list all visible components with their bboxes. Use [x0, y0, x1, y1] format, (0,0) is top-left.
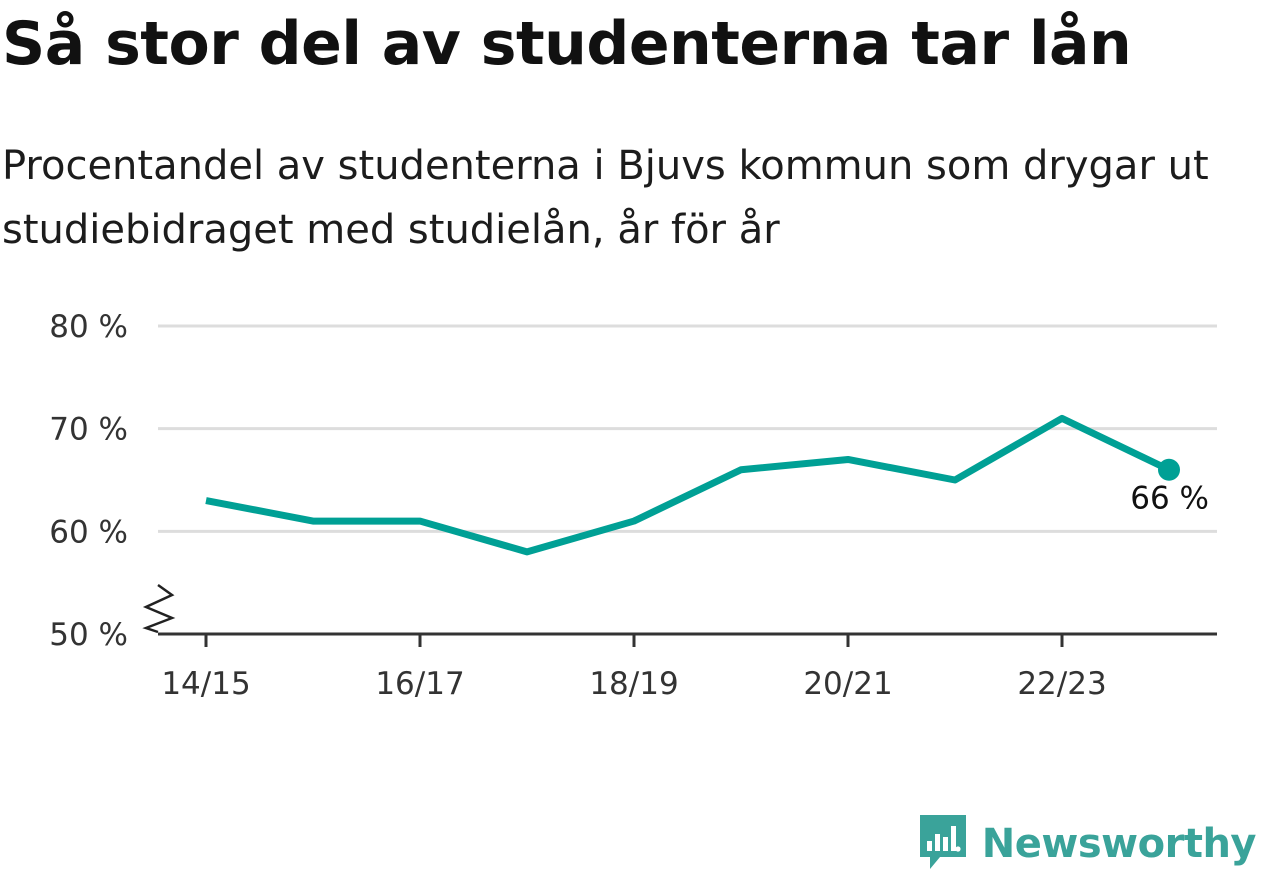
- x-tick-label: 14/15: [161, 666, 250, 702]
- series-line: [205, 414, 1171, 556]
- x-axis: [142, 583, 1217, 636]
- y-tick-label: 80 %: [49, 309, 128, 345]
- newsworthy-logo: Newsworthy: [918, 813, 1257, 875]
- chart-title: Så stor del av studenterna tar lån: [2, 9, 1132, 79]
- series: [205, 414, 1180, 556]
- gridlines: [158, 324, 1217, 533]
- x-tick-label: 22/23: [1017, 666, 1106, 702]
- last-value-label: 66 %: [1130, 481, 1209, 517]
- x-tick-label: 16/17: [375, 666, 464, 702]
- last-point-marker: [1158, 458, 1180, 481]
- y-tick-label: 50 %: [49, 617, 128, 653]
- chart-subtitle: Procentandel av studenterna i Bjuvs komm…: [2, 143, 1209, 253]
- x-tick-label: 18/19: [589, 666, 678, 702]
- line-chart: 50 % 60 % 70 % 80 % 14/15 16/17 18/19 20/21 22/…: [49, 309, 1217, 702]
- y-tick-label: 60 %: [49, 514, 128, 550]
- y-tick-label: 70 %: [49, 412, 128, 448]
- value-labels: 66 %: [1130, 481, 1209, 517]
- newsworthy-bar-chart-icon: [918, 813, 968, 875]
- x-tick-label: 20/21: [803, 666, 892, 702]
- x-axis-labels: 14/15 16/17 18/19 20/21 22/23: [161, 634, 1107, 702]
- y-axis-labels: 50 % 60 % 70 % 80 %: [49, 309, 128, 653]
- brand-name: Newsworthy: [981, 821, 1257, 867]
- axis-break-icon: [142, 583, 176, 634]
